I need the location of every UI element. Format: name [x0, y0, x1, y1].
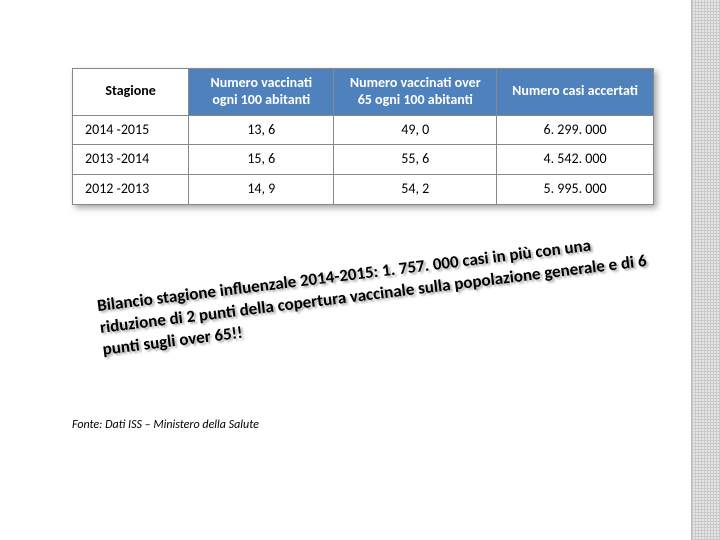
cell-stagione: 2014 -2015: [73, 115, 189, 145]
cell-v65: 54, 2: [334, 175, 497, 205]
table-row: 2012 -2013 14, 9 54, 2 5. 995. 000: [73, 175, 654, 205]
cell-v100: 15, 6: [189, 145, 334, 175]
cell-v65: 49, 0: [334, 115, 497, 145]
cell-v100: 13, 6: [189, 115, 334, 145]
cell-casi: 6. 299. 000: [497, 115, 654, 145]
table-row: 2013 -2014 15, 6 55, 6 4. 542. 000: [73, 145, 654, 175]
col-header-vacc100: Numero vaccinati ogni 100 abitanti: [189, 69, 334, 116]
cell-v100: 14, 9: [189, 175, 334, 205]
summary-note: Bilancio stagione influenzale 2014-2015:…: [96, 227, 660, 361]
data-table: Stagione Numero vaccinati ogni 100 abita…: [72, 68, 654, 205]
data-table-wrap: Stagione Numero vaccinati ogni 100 abita…: [72, 68, 654, 205]
cell-stagione: 2012 -2013: [73, 175, 189, 205]
cell-v65: 55, 6: [334, 145, 497, 175]
cell-casi: 5. 995. 000: [497, 175, 654, 205]
right-texture: [691, 0, 720, 540]
source-citation: Fonte: Dati ISS – Ministero della Salute: [72, 418, 259, 432]
col-header-vacc65: Numero vaccinati over 65 ogni 100 abitan…: [334, 69, 497, 116]
table-row: 2014 -2015 13, 6 49, 0 6. 299. 000: [73, 115, 654, 145]
cell-casi: 4. 542. 000: [497, 145, 654, 175]
col-header-casi: Numero casi accertati: [497, 69, 654, 116]
slide-content: Stagione Numero vaccinati ogni 100 abita…: [0, 0, 692, 540]
col-header-stagione: Stagione: [73, 69, 189, 116]
table-header-row: Stagione Numero vaccinati ogni 100 abita…: [73, 69, 654, 116]
cell-stagione: 2013 -2014: [73, 145, 189, 175]
